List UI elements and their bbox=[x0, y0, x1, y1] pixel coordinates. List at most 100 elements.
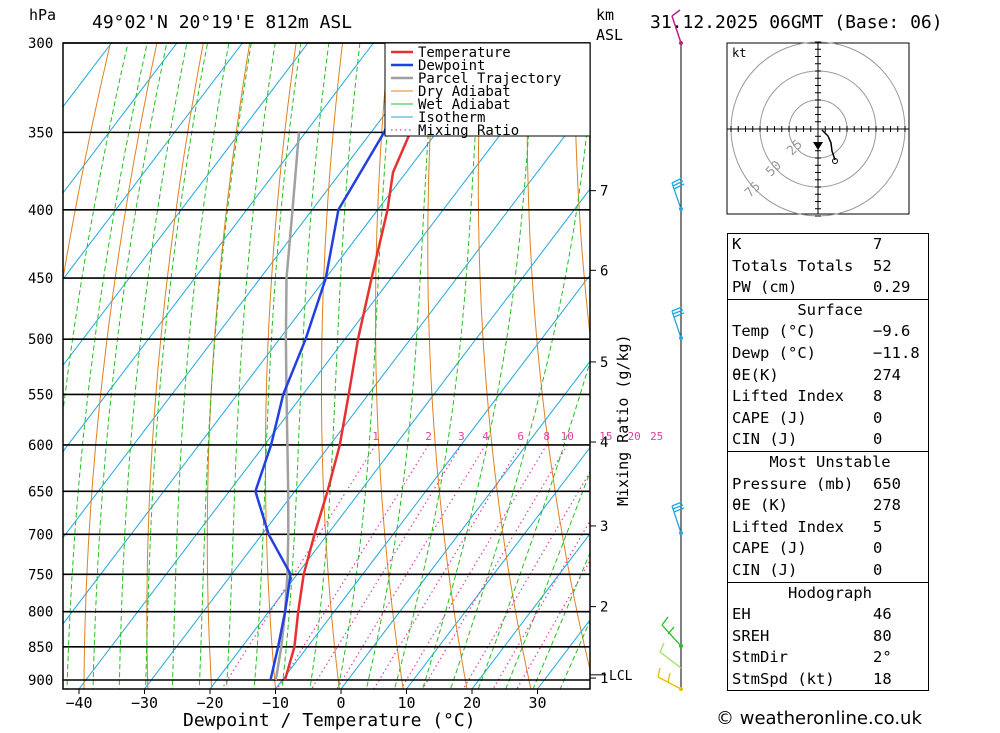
sreh-value: 80 bbox=[873, 626, 892, 645]
pressure-tick-label: 450 bbox=[28, 271, 53, 287]
legend-label-temperature: Temperature bbox=[418, 45, 511, 61]
hodograph-end-marker bbox=[832, 158, 838, 164]
mixing-ratio-line bbox=[462, 470, 590, 689]
mixing-ratio-label: 20 bbox=[628, 430, 641, 443]
asl-label: ASL bbox=[596, 26, 623, 44]
wind-barb-300 bbox=[671, 9, 682, 44]
pw-label: PW (cm) bbox=[732, 278, 798, 297]
surface-theta-label: θE(K) bbox=[732, 365, 779, 384]
dry-adiabat bbox=[206, 43, 251, 689]
stats-row-totals: Totals Totals 52 bbox=[728, 256, 928, 278]
mu-theta-label: θE (K) bbox=[732, 496, 788, 515]
wind-barb-400 bbox=[671, 177, 685, 210]
dry-adiabat bbox=[427, 43, 468, 689]
surface-li-value: 8 bbox=[873, 387, 883, 406]
mixing-ratio-line bbox=[422, 444, 568, 689]
isotherm bbox=[78, 43, 571, 689]
pressure-tick-label: 500 bbox=[28, 332, 53, 348]
x-tick-label: 30 bbox=[528, 694, 546, 712]
stmspd-label: StmSpd (kt) bbox=[732, 669, 835, 688]
wind-barb-700 bbox=[671, 501, 685, 534]
mixing-ratio-line bbox=[400, 444, 548, 689]
legend-label-parcel: Parcel Trajectory bbox=[418, 71, 561, 87]
mixing-ratio-line bbox=[516, 559, 590, 689]
mixing-ratio-label: 10 bbox=[561, 430, 574, 443]
legend-label-isotherm: Isotherm bbox=[418, 110, 485, 126]
isotherm bbox=[0, 43, 46, 699]
location-title: 49°02'N 20°19'E 812m ASL bbox=[92, 12, 352, 33]
wind-barb-875 bbox=[659, 642, 682, 669]
y-axis: 300 350 400 450 500 550 600 650 700 750 800 850 900 bbox=[28, 36, 53, 689]
isotherm bbox=[63, 43, 309, 367]
km-tick-label: 6 bbox=[600, 263, 608, 279]
legend: Temperature Dewpoint Parcel Trajectory D… bbox=[384, 42, 591, 139]
legend-label-dewpoint: Dewpoint bbox=[418, 58, 485, 74]
mixing-ratio-line bbox=[492, 519, 590, 689]
mixing-ratio-line bbox=[373, 444, 522, 689]
km-tick-label: 4 bbox=[600, 435, 608, 451]
mixing-ratio-label: 3 bbox=[458, 430, 465, 443]
km-label: km bbox=[596, 6, 614, 24]
dry-adiabat bbox=[146, 43, 204, 689]
mu-cin-value: 0 bbox=[873, 560, 883, 579]
surface-cape-label: CAPE (J) bbox=[732, 408, 807, 427]
profiles bbox=[254, 43, 519, 681]
wet-adiabat bbox=[505, 470, 590, 689]
x-tick-label: −40 bbox=[65, 694, 92, 712]
wind-barb-900 bbox=[657, 667, 682, 690]
datetime-title: 31.12.2025 06GMT (Base: 06) bbox=[650, 12, 943, 33]
isotherm bbox=[63, 43, 505, 625]
credit-link[interactable]: © weatheronline.co.uk bbox=[716, 708, 922, 729]
dry-adiabat bbox=[321, 43, 344, 689]
pressure-tick-label: 650 bbox=[28, 484, 53, 500]
wind-profile bbox=[657, 9, 685, 691]
most-unstable-header: Most Unstable bbox=[728, 450, 928, 474]
pressure-tick-label: 750 bbox=[28, 567, 53, 583]
mixing-ratio-line bbox=[336, 444, 487, 689]
wet-adiabat bbox=[92, 43, 168, 689]
temperature-line bbox=[283, 43, 519, 681]
dry-adiabat bbox=[264, 43, 297, 689]
mixing-ratio-label: 2 bbox=[425, 430, 432, 443]
eh-value: 46 bbox=[873, 605, 892, 624]
isotherm bbox=[405, 446, 590, 689]
wet-adiabat bbox=[66, 43, 148, 689]
surface-temp-value: −9.6 bbox=[873, 322, 911, 341]
totals-label: Totals Totals bbox=[732, 256, 854, 275]
mu-theta-value: 278 bbox=[873, 496, 901, 515]
legend-label-dry-adiabat: Dry Adiabat bbox=[418, 84, 511, 100]
wet-adiabat bbox=[365, 43, 436, 689]
km-tick-label: 5 bbox=[600, 355, 608, 371]
wind-barb-500 bbox=[671, 306, 685, 339]
wet-adiabat bbox=[253, 43, 302, 689]
pressure-tick-label: 350 bbox=[28, 125, 53, 141]
totals-value: 52 bbox=[873, 256, 892, 275]
mixing-ratio-label: 1 bbox=[372, 430, 379, 443]
mu-pressure-label: Pressure (mb) bbox=[732, 474, 854, 493]
dry-adiabat bbox=[83, 43, 158, 689]
plot-frame bbox=[62, 42, 591, 690]
surface-header: Surface bbox=[728, 298, 928, 322]
surface-dewp-value: −11.8 bbox=[873, 343, 920, 362]
pressure-tick-label: 900 bbox=[28, 673, 53, 689]
mixing-ratio-title: Mixing Ratio (g/kg) bbox=[614, 334, 632, 506]
wet-adiabat bbox=[337, 43, 396, 689]
surface-li-label: Lifted Index bbox=[732, 387, 844, 406]
hpa-label: hPa bbox=[29, 6, 56, 24]
wet-adiabat bbox=[449, 98, 590, 689]
mixing-ratio-label: 15 bbox=[599, 430, 612, 443]
mu-li-label: Lifted Index bbox=[732, 517, 844, 536]
hodograph-header: Hodograph bbox=[728, 581, 928, 605]
wet-adiabat bbox=[198, 43, 252, 689]
wet-adiabat bbox=[171, 43, 230, 689]
legend-label-wet-adiabat: Wet Adiabat bbox=[418, 97, 511, 113]
surface-cin-label: CIN (J) bbox=[732, 430, 798, 449]
stmdir-label: StmDir bbox=[732, 648, 788, 667]
mixing-ratio-label: 8 bbox=[543, 430, 550, 443]
dry-adiabat bbox=[574, 43, 590, 340]
hodograph-unit: kt bbox=[732, 46, 746, 60]
surface-dewp-label: Dewp (°C) bbox=[732, 343, 816, 362]
wet-adiabat bbox=[226, 43, 276, 689]
